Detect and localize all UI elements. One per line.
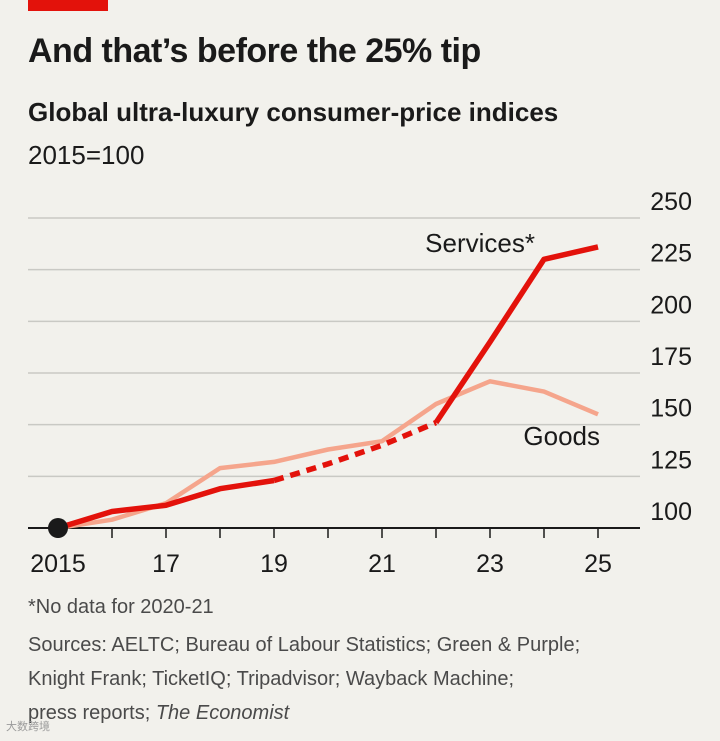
chart-base-label: 2015=100 <box>28 140 145 170</box>
x-axis-ticks: 2015 17 19 21 23 25 <box>30 528 612 578</box>
line-chart: 100 125 150 175 200 225 250 2015 17 19 21 23 25 Ser… <box>28 188 692 578</box>
chart-subtitle: Global ultra-luxury consumer-price indic… <box>28 97 559 127</box>
x-tick-label-2025: 25 <box>584 550 612 578</box>
y-tick-label-100: 100 <box>650 498 692 526</box>
series-services-line-post <box>433 244 599 425</box>
y-tick-label-125: 125 <box>650 446 692 474</box>
sources-line-3-prefix: press reports; <box>28 702 151 724</box>
y-tick-label-225: 225 <box>650 240 692 268</box>
y-tick-label-150: 150 <box>650 395 692 423</box>
series-label-services: Services* <box>425 228 535 258</box>
watermark: 大数跨境 <box>6 721 50 733</box>
chart-title: And that’s before the 25% tip <box>28 32 481 70</box>
brand-red-bar <box>28 0 108 11</box>
y-tick-label-200: 200 <box>650 291 692 319</box>
x-tick-label-2017: 17 <box>152 550 180 578</box>
sources-line-2: Knight Frank; TicketIQ; Tripadvisor; Way… <box>28 668 515 690</box>
start-point-marker <box>48 518 68 538</box>
grid-lines <box>28 217 640 529</box>
sources-publisher: The Economist <box>155 702 290 724</box>
x-tick-label-2023: 23 <box>476 550 504 578</box>
x-tick-label-2015: 2015 <box>30 550 86 578</box>
series-label-goods: Goods <box>523 421 600 451</box>
y-tick-label-250: 250 <box>650 188 692 216</box>
x-tick-label-2019: 19 <box>260 550 288 578</box>
x-tick-label-2021: 21 <box>368 550 396 578</box>
series-lines <box>48 244 599 538</box>
y-tick-label-175: 175 <box>650 343 692 371</box>
footnote: *No data for 2020-21 <box>28 596 214 618</box>
series-labels: Services* Goods <box>425 228 600 451</box>
series-services-line-dashed <box>273 420 438 484</box>
sources-line-3: press reports; The Economist <box>28 696 708 730</box>
sources: Sources: AELTC; Bureau of Labour Statist… <box>28 628 708 730</box>
series-services-line-pre <box>57 477 275 531</box>
sources-line-1: Sources: AELTC; Bureau of Labour Statist… <box>28 634 581 656</box>
y-axis-tick-labels: 100 125 150 175 200 225 250 <box>650 188 692 526</box>
